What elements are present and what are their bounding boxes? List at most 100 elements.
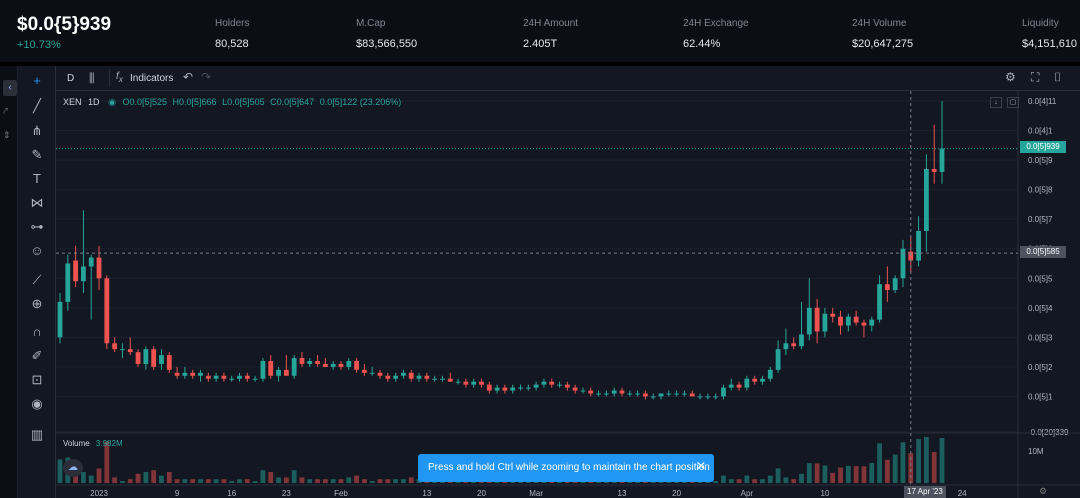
candle-body bbox=[291, 358, 297, 376]
volume-bar bbox=[728, 479, 734, 483]
pitchfork-icon[interactable]: ⋔ bbox=[31, 123, 43, 138]
stat-24h-volume: 24H Volume $20,647,275 bbox=[852, 18, 913, 50]
brush-icon[interactable]: ✎ bbox=[31, 147, 43, 162]
price-chart[interactable]: 0.0[4]11 0.0[4]1 0.0[5]9 0.0[5]8 0.0[5]7 0.0[… bbox=[56, 91, 1080, 498]
chart-legend: XEN 1D ◉ O0.0[5]525 H0.0[5]666 L0.0[5]50… bbox=[63, 97, 401, 108]
volume-bar bbox=[276, 477, 281, 483]
candle-body bbox=[580, 390, 586, 392]
candle-body bbox=[822, 313, 828, 332]
candle-body bbox=[151, 349, 157, 367]
volume-bar bbox=[861, 466, 867, 483]
settings-icon[interactable]: ⚙ bbox=[1005, 70, 1016, 84]
volume-bar bbox=[783, 477, 789, 483]
crosshair-date-label: 17 Apr '23 bbox=[904, 486, 946, 498]
legend-status-icon: ◉ bbox=[108, 97, 116, 107]
candle-body bbox=[908, 251, 914, 261]
candle-type-icon[interactable]: ⫼ bbox=[89, 71, 95, 85]
arrows-icon[interactable]: ⇕ bbox=[3, 130, 11, 140]
volume-bar bbox=[869, 463, 875, 483]
volume-bar bbox=[721, 475, 726, 483]
maximize-icon[interactable]: ▢ bbox=[1007, 97, 1019, 108]
trendline-icon[interactable]: ╱ bbox=[33, 98, 41, 113]
logo-icon[interactable]: ☁ bbox=[63, 459, 83, 477]
stat-label: 24H Exchange bbox=[683, 18, 749, 29]
volume-bar bbox=[892, 454, 898, 483]
candle-body bbox=[760, 378, 765, 382]
candle-body bbox=[752, 378, 758, 382]
fullscreen-icon[interactable]: ⛶ bbox=[1031, 70, 1040, 84]
lock-icon[interactable]: ⊡ bbox=[31, 372, 43, 387]
candle-body bbox=[424, 375, 430, 379]
crosshair-icon[interactable]: + bbox=[33, 73, 41, 88]
stat-24h-exchange: 24H Exchange 62.44% bbox=[683, 18, 749, 50]
candle-body bbox=[603, 393, 609, 395]
ruler-icon[interactable]: ⟋ bbox=[32, 272, 42, 287]
volume-bar bbox=[151, 470, 157, 483]
volume-bar bbox=[268, 472, 274, 483]
candle-body bbox=[658, 393, 664, 397]
candle-body bbox=[728, 384, 734, 388]
stat-label: 24H Amount bbox=[523, 18, 579, 29]
indicators-button[interactable]: Indicators bbox=[130, 73, 174, 84]
candle-body bbox=[104, 278, 110, 344]
time-axis-label: Feb bbox=[334, 489, 348, 498]
candle-body bbox=[721, 387, 726, 397]
candle-body bbox=[931, 168, 937, 172]
candle-body bbox=[221, 375, 227, 379]
candle-body bbox=[182, 372, 188, 376]
indicators-icon[interactable]: fx bbox=[116, 71, 123, 84]
volume-bar bbox=[806, 463, 812, 483]
volume-bar bbox=[393, 479, 399, 483]
candle-body bbox=[408, 372, 414, 379]
candle-body bbox=[838, 316, 843, 326]
volume-bar bbox=[174, 479, 180, 483]
link-icon[interactable]: ⤤ bbox=[3, 106, 9, 116]
volume-bar bbox=[229, 481, 235, 483]
undo-icon[interactable]: ↶ bbox=[183, 70, 194, 84]
redo-icon[interactable]: ↷ bbox=[201, 70, 212, 84]
candle-body bbox=[463, 381, 469, 385]
candle-body bbox=[791, 343, 797, 347]
emoji-icon[interactable]: ☺ bbox=[30, 243, 44, 258]
time-axis-label: 20 bbox=[477, 489, 486, 498]
candle-body bbox=[557, 384, 562, 386]
volume-bar bbox=[213, 479, 219, 483]
stat-mcap: M.Cap $83,566,550 bbox=[356, 18, 417, 50]
candle-body bbox=[674, 393, 680, 395]
zoom-in-icon[interactable]: ⊕ bbox=[31, 296, 43, 311]
volume-bar bbox=[760, 479, 765, 483]
volume-bar bbox=[166, 472, 172, 483]
collapse-icon[interactable]: ‹ bbox=[3, 80, 17, 96]
volume-bar bbox=[697, 481, 703, 483]
candle-body bbox=[276, 369, 281, 376]
stat-value: 80,528 bbox=[215, 38, 249, 50]
forecast-icon[interactable]: ⊶ bbox=[30, 219, 44, 234]
candle-body bbox=[541, 381, 547, 385]
candle-body bbox=[845, 316, 851, 326]
chart-area[interactable]: 0.0[4]11 0.0[4]1 0.0[5]9 0.0[5]8 0.0[5]7 0.0[… bbox=[56, 91, 1080, 498]
candle-body bbox=[682, 393, 687, 395]
candle-body bbox=[159, 355, 164, 364]
candle-body bbox=[127, 349, 133, 353]
candle-body bbox=[744, 378, 750, 388]
interval-button[interactable]: D bbox=[67, 73, 75, 84]
close-icon[interactable]: ✕ bbox=[695, 459, 706, 473]
camera-icon[interactable]: ⌷ bbox=[1054, 70, 1062, 84]
volume-bar bbox=[916, 439, 921, 483]
volume-bar bbox=[283, 477, 289, 483]
eye-icon[interactable]: ◉ bbox=[31, 396, 43, 411]
scroll-down-icon[interactable]: ↓ bbox=[990, 97, 1002, 108]
pattern-icon[interactable]: ⋈ bbox=[30, 195, 44, 210]
trash-icon[interactable]: ▥ bbox=[30, 427, 44, 442]
volume-label: Volume bbox=[63, 439, 90, 448]
price-axis-label: -0.0[20]339 bbox=[1028, 428, 1069, 437]
candle-body bbox=[572, 387, 578, 391]
lock-drawings-icon[interactable]: ✐ bbox=[31, 348, 43, 363]
candle-body bbox=[900, 248, 906, 279]
volume-bar bbox=[112, 477, 118, 483]
magnet-icon[interactable]: ∩ bbox=[32, 324, 42, 339]
text-icon[interactable]: T bbox=[33, 171, 41, 186]
volume-bar bbox=[799, 473, 804, 483]
chart-settings-icon[interactable]: ⚙ bbox=[1039, 486, 1048, 496]
volume-bar bbox=[362, 479, 367, 483]
